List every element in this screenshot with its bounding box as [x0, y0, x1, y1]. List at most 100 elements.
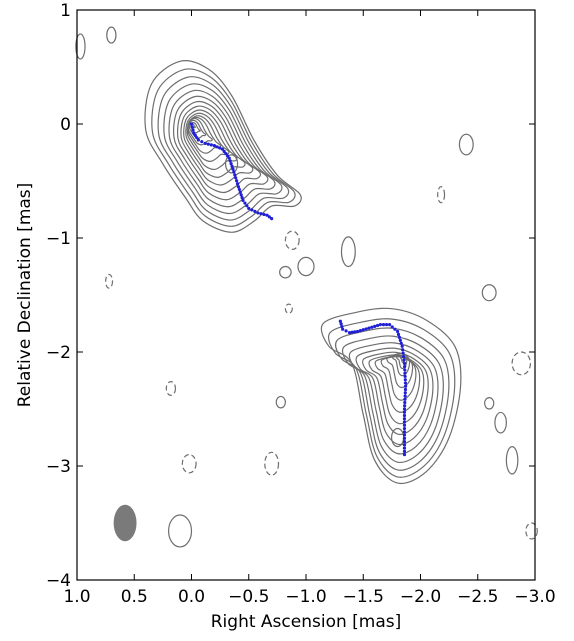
ridge-point — [403, 371, 407, 375]
ridge-point — [230, 164, 234, 169]
negative-noise-contour — [437, 186, 446, 204]
y-tick-label: 0 — [60, 115, 71, 135]
ridge-point — [403, 374, 407, 379]
ridge-point — [227, 156, 231, 160]
y-axis-label: Relative Declination [mas] — [15, 183, 35, 408]
y-tick-label: −3 — [46, 457, 71, 477]
ridge-point — [224, 152, 228, 156]
x-tick-label: −2.0 — [400, 587, 441, 607]
contour-level — [172, 95, 269, 201]
ridge-point — [402, 453, 407, 457]
contour-level — [348, 342, 439, 455]
noise-contour — [168, 514, 193, 548]
ridge-point — [402, 417, 407, 421]
negative-noise-contour — [181, 454, 197, 474]
ridge-point — [256, 211, 260, 215]
ridge-line-1 — [189, 122, 274, 221]
negative-noise-contour — [165, 381, 177, 396]
ridge-point — [403, 404, 407, 408]
ridge-point — [250, 208, 254, 212]
negative-noise-contour — [511, 351, 532, 376]
ridge-point — [265, 213, 269, 217]
plot-frame — [76, 9, 536, 581]
ridge-point — [259, 212, 263, 216]
ridge-point — [403, 394, 407, 398]
x-tick-label: −0.5 — [228, 587, 269, 607]
ridge-point — [341, 327, 345, 331]
ridge-point — [233, 173, 237, 177]
x-tick-label: −2.5 — [457, 587, 498, 607]
contour-level — [386, 354, 414, 389]
ridge-point — [243, 201, 247, 205]
ridge-point — [402, 446, 407, 450]
negative-noise-contour — [284, 230, 300, 251]
ridge-point — [402, 407, 407, 411]
ridge-point — [353, 330, 357, 334]
ridge-point — [200, 140, 204, 144]
ridge-point — [245, 204, 249, 208]
ridge-point — [240, 196, 244, 200]
ridge-point — [253, 209, 257, 213]
ridge-point — [398, 338, 402, 342]
ridge-point — [403, 400, 407, 405]
noise-contour — [458, 133, 474, 156]
noise-contour — [484, 396, 495, 410]
ridge-point — [235, 182, 240, 186]
contour-level — [168, 89, 276, 208]
axis-ticks: 1.0 0.5 0.0 −0.5 −1.0 −1.5 −2.0 −2.5 −3.0 1 0 −1 −2 −… — [46, 1, 556, 607]
noise-contour — [106, 26, 117, 44]
ridge-point — [339, 322, 343, 326]
ridge-point — [190, 125, 194, 129]
ridge-point — [384, 323, 389, 327]
ridge-point — [209, 143, 213, 147]
ridge-point — [396, 332, 401, 337]
y-tick-label: −2 — [46, 343, 71, 363]
ridge-point — [401, 351, 405, 355]
ridge-point — [347, 331, 352, 335]
ridge-point — [401, 354, 406, 359]
contour-level — [176, 100, 262, 194]
ridge-point — [375, 323, 380, 328]
ridge-point — [396, 329, 400, 334]
ridge-point — [228, 159, 232, 163]
component-1-contours — [144, 60, 302, 233]
ridge-point — [203, 141, 207, 145]
ridge-point — [402, 426, 407, 431]
ridge-point — [361, 328, 365, 332]
ridge-point — [267, 215, 271, 219]
contour-level — [320, 307, 462, 485]
contour-level — [342, 335, 444, 464]
ridge-point — [350, 330, 354, 334]
noise-contour — [297, 256, 315, 277]
ridge-point — [262, 212, 266, 217]
beam-ellipse-group — [113, 504, 137, 542]
x-tick-label: 0.5 — [121, 587, 148, 607]
ridge-point — [189, 122, 194, 126]
ridge-point — [402, 420, 407, 424]
contour-level — [391, 353, 411, 377]
x-tick-label: −1.5 — [343, 587, 384, 607]
ridge-point — [236, 185, 241, 189]
ridge-point — [397, 335, 402, 340]
ridge-point — [402, 439, 407, 444]
x-axis-label: Right Ascension [mas] — [211, 612, 402, 632]
ridge-point — [355, 329, 360, 334]
ridge-point — [229, 162, 233, 166]
ridge-point — [403, 397, 407, 401]
y-tick-label: 1 — [60, 1, 71, 21]
ridge-point — [402, 358, 406, 362]
ridge-point — [215, 145, 219, 149]
contour-level — [335, 327, 450, 471]
noise-contours — [75, 26, 538, 548]
ridge-point — [231, 167, 235, 171]
ridge-point — [402, 436, 407, 440]
ridge-point — [206, 142, 210, 146]
ridge-point — [387, 323, 392, 327]
ridge-point — [390, 325, 394, 329]
negative-noise-contour — [105, 273, 114, 289]
x-tick-label: 1.0 — [63, 587, 90, 607]
ridge-point — [367, 326, 371, 330]
x-tick-label: −1.0 — [285, 587, 326, 607]
noise-contour — [340, 236, 356, 268]
noise-contour — [494, 411, 507, 434]
